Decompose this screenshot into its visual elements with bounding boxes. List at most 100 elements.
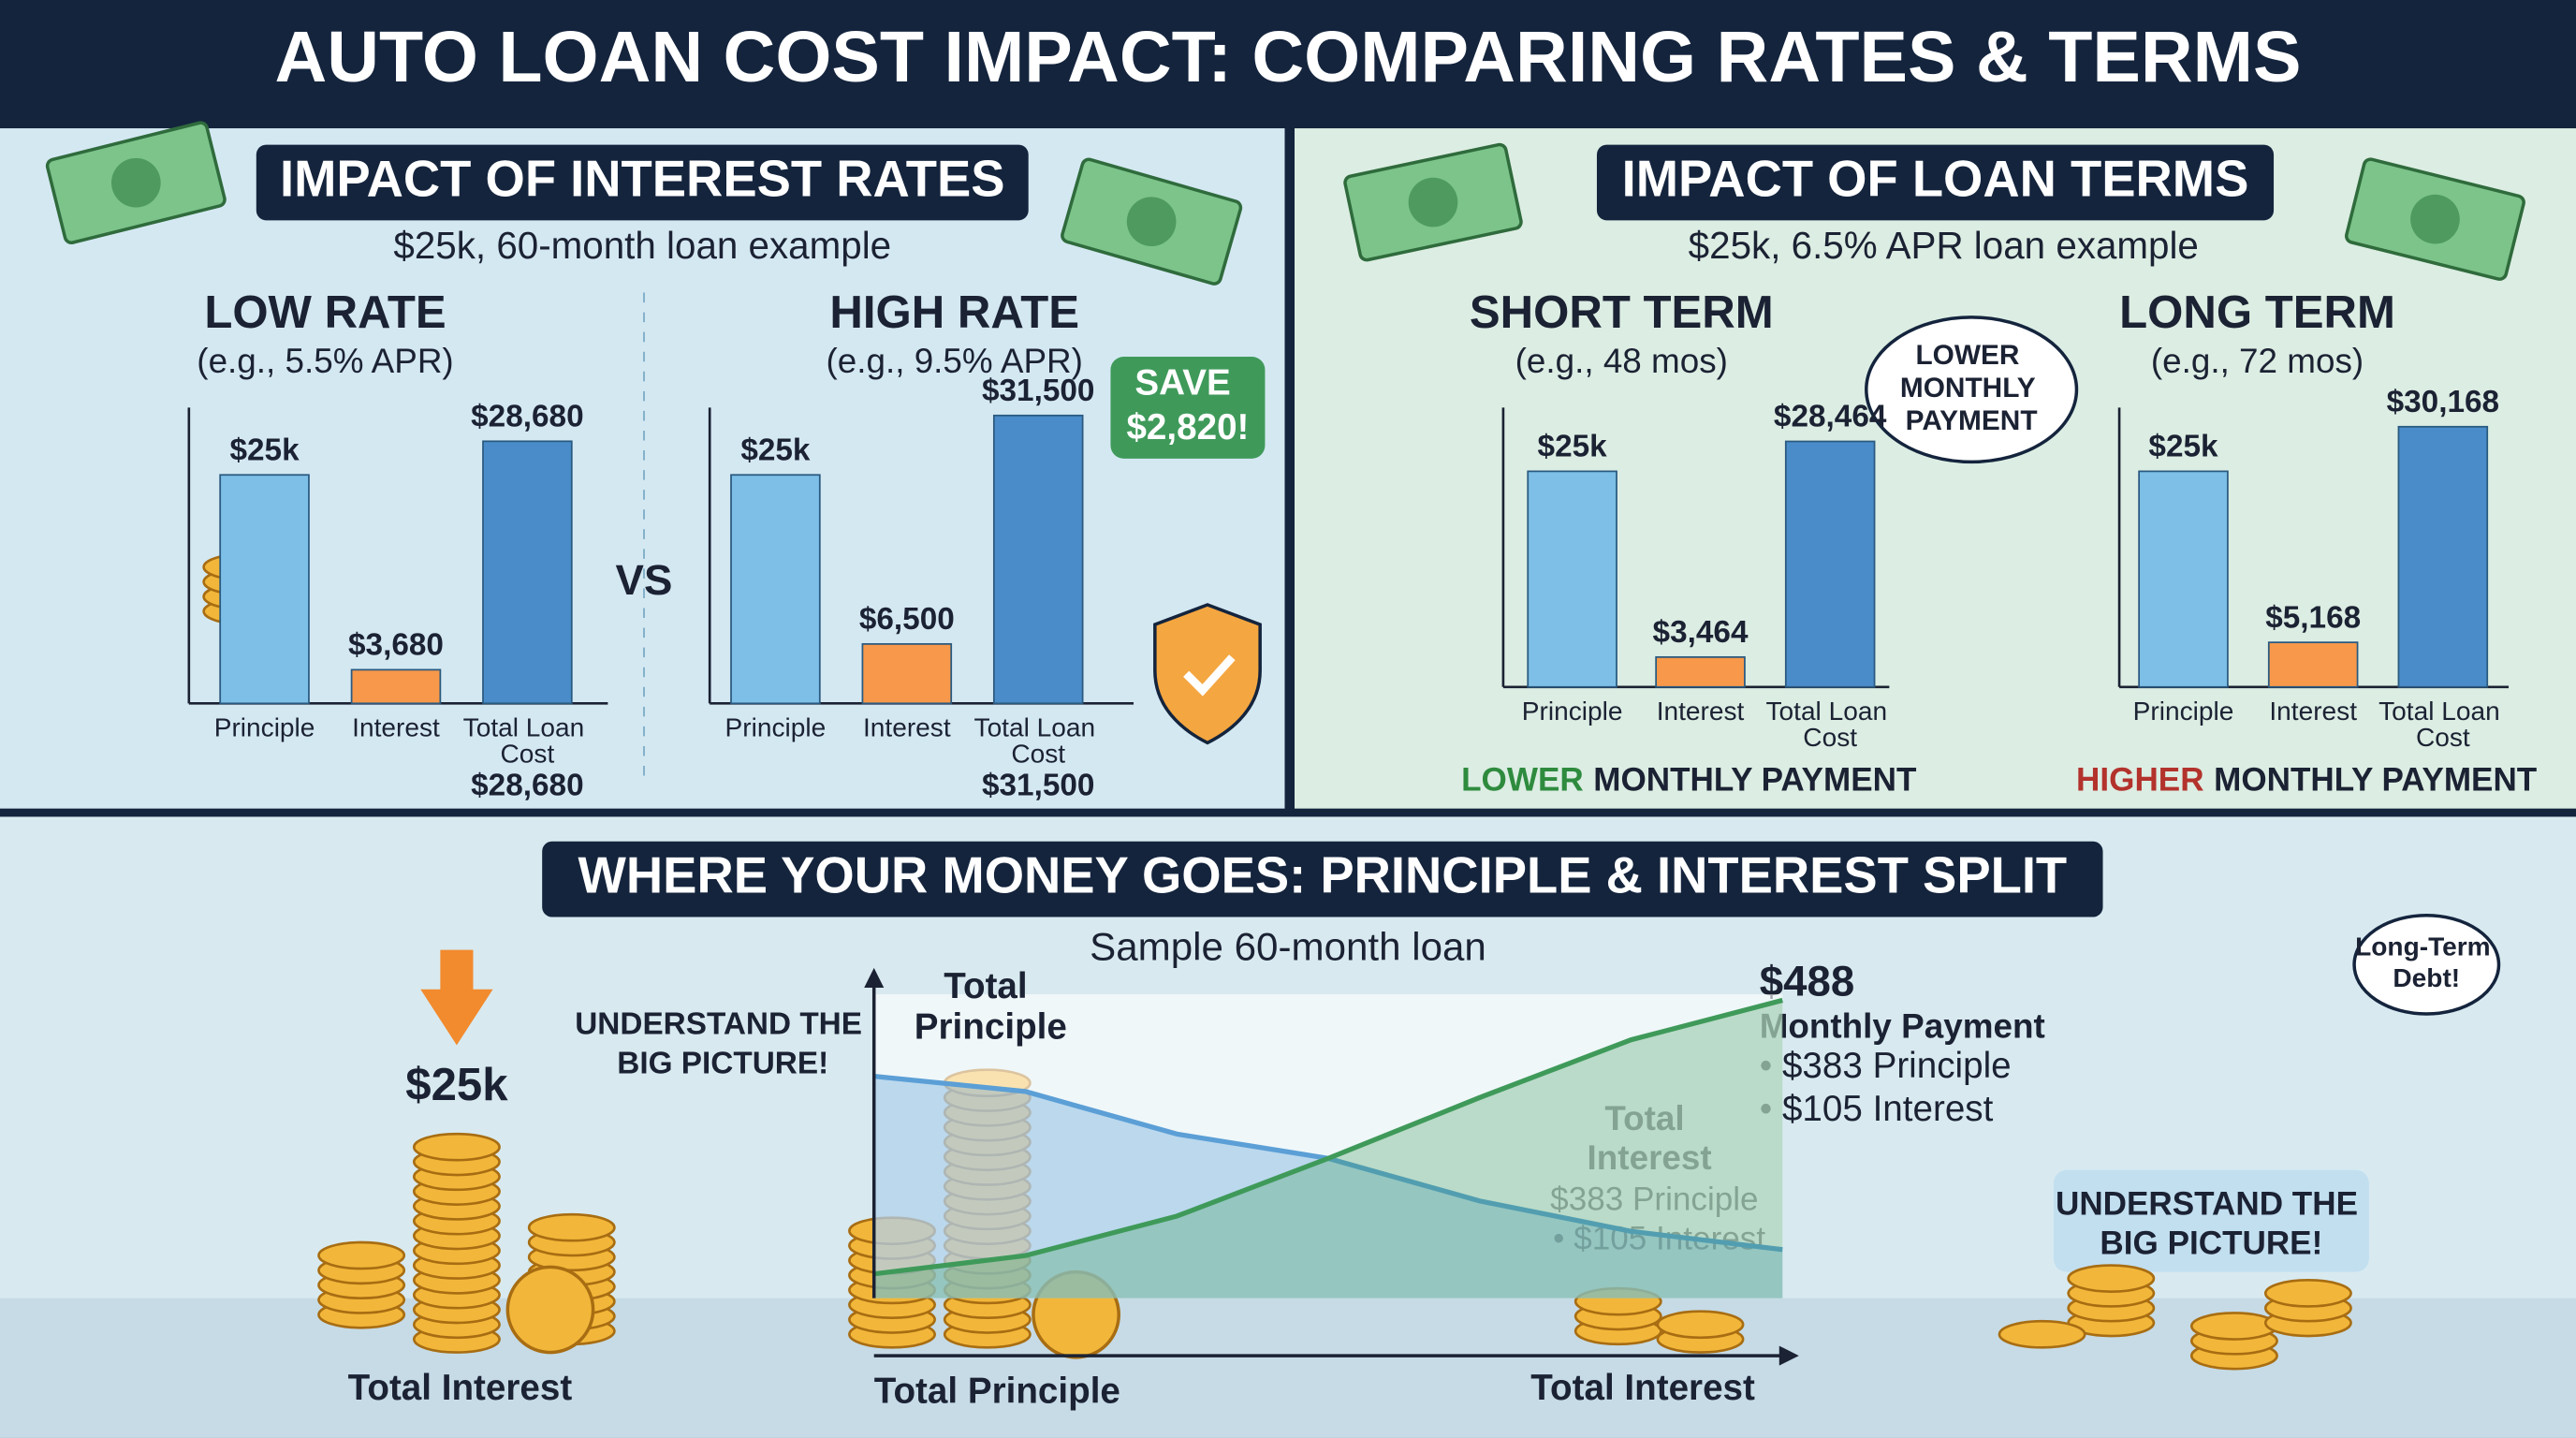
text-line: Cost: [2416, 723, 2470, 752]
chart-subtitle: (e.g., 9.5% APR): [827, 342, 1083, 380]
series-label: Total Principle: [915, 966, 1067, 1048]
section-heading: IMPACT OF LOAN TERMS: [1622, 150, 2249, 207]
text-line: Long-Term: [2355, 932, 2497, 961]
axis-arrow: [864, 967, 885, 988]
coin-label: Total Interest: [348, 1368, 573, 1408]
heading-pill: [1596, 144, 2275, 221]
text-line: Interest: [2269, 697, 2357, 726]
text-line: Cost: [1803, 723, 1857, 752]
bar: [1655, 655, 1746, 688]
speech-bubble: [2352, 913, 2501, 1016]
chart-title: LOW RATE: [204, 287, 446, 338]
category-label: Interest: [352, 713, 440, 742]
category-label: Interest: [2269, 697, 2357, 726]
bar: [219, 474, 310, 705]
coin: [1656, 1310, 1745, 1340]
bar: [350, 668, 442, 705]
speech-bubble-text: LOWER MONTHLY PAYMENT: [1900, 340, 2042, 436]
text-line: Principle: [214, 713, 315, 742]
chart-subtitle: (e.g., 5.5% APR): [197, 342, 453, 380]
text-line: BIG PICTURE!: [617, 1046, 828, 1080]
text-line: UNDERSTAND THE: [575, 1006, 871, 1041]
value-label: $25k: [740, 433, 811, 467]
text-line: BIG PICTURE!: [2100, 1225, 2322, 1262]
category-label: Total Loan Cost: [1765, 697, 1894, 752]
text-line: Debt!: [2393, 963, 2460, 992]
axis-arrow: [1778, 1345, 1799, 1366]
footer-note: $31,500: [982, 769, 1094, 803]
vs-label: VS: [616, 556, 673, 604]
value-label: $3,680: [348, 628, 444, 663]
page-title: AUTO LOAN COST IMPACT: COMPARING RATES &…: [275, 17, 2302, 97]
value-label: $28,680: [471, 400, 583, 434]
text-line: Principle: [2133, 697, 2234, 726]
section-heading: IMPACT OF INTEREST RATES: [280, 150, 1005, 207]
chart-subtitle: (e.g., 48 mos): [1515, 342, 1728, 380]
coin: [412, 1132, 501, 1162]
text-line: Interest: [1657, 697, 1745, 726]
payment-line: • $105 Interest: [1760, 1089, 1994, 1129]
bar: [2397, 425, 2489, 688]
area-fill: [873, 1076, 1783, 1299]
bar: [861, 642, 953, 705]
money-bill: [45, 121, 227, 244]
category-label: Interest: [863, 713, 951, 742]
plot-area: [873, 993, 1783, 1299]
text-line: Total Loan: [1765, 697, 1894, 726]
category-label: Principle: [214, 713, 315, 742]
value-label: $5,168: [2265, 600, 2361, 635]
coin: [505, 1265, 595, 1355]
text-line: LOWER: [1915, 340, 2027, 371]
coin: [2189, 1312, 2278, 1341]
coin: [317, 1240, 406, 1270]
value-label: $25k: [1538, 430, 1608, 464]
coin: [527, 1212, 616, 1242]
axis-label: Total Interest: [1530, 1368, 1755, 1408]
area-fill: [873, 1000, 1783, 1299]
value-label: $25k: [2148, 430, 2218, 464]
chart-subtitle: (e.g., 72 mos): [2151, 342, 2364, 380]
speech-bubble: [1865, 315, 2079, 464]
value-label: $3,464: [1653, 615, 1749, 650]
text-line: Total Loan: [974, 713, 1103, 742]
coin: [2263, 1279, 2352, 1308]
payment-line: • $383 Principle: [1760, 1046, 2012, 1086]
chart-title: LONG TERM: [2119, 287, 2395, 338]
text-line: Total Loan: [2378, 697, 2507, 726]
section-subheading: $25k, 6.5% APR loan example: [1689, 224, 2199, 267]
text-line: Total Loan: [463, 713, 592, 742]
check-icon: [1183, 654, 1236, 697]
category-label: Total Loan Cost: [974, 713, 1103, 769]
bar: [1784, 440, 1876, 688]
value-label: $30,168: [2387, 385, 2499, 419]
text-line: MONTHLY: [1900, 373, 2042, 404]
value-label: $6,500: [859, 602, 955, 637]
heading-pill: [256, 144, 1029, 221]
bar: [2138, 470, 2229, 688]
chart-title: SHORT TERM: [1470, 287, 1774, 338]
money-bill: [1343, 142, 1523, 262]
down-arrow: [420, 949, 493, 1046]
coin: [2067, 1264, 2156, 1293]
bar: [1527, 470, 1617, 688]
category-label: Principle: [725, 713, 827, 742]
footer-note: $28,680: [471, 769, 583, 803]
footer-highlight: LOWER: [1461, 762, 1584, 799]
heading-pill: [542, 841, 2103, 917]
bar: [2267, 641, 2359, 688]
text-line: UNDERSTAND THE: [2056, 1186, 2367, 1223]
text-line: Cost: [501, 740, 555, 769]
footer-highlight: HIGHER: [2076, 762, 2203, 799]
category-label: Total Loan Cost: [463, 713, 592, 769]
callout-box: [2053, 1169, 2369, 1272]
category-label: Interest: [1657, 697, 1745, 726]
bar: [730, 474, 821, 705]
text-line: Cost: [1011, 740, 1065, 769]
axis-label: Total Principle: [874, 1372, 1120, 1412]
category-label: Principle: [2133, 697, 2234, 726]
coin: [1998, 1319, 2086, 1349]
text-line: Principle: [915, 1007, 1067, 1048]
payment-label: Monthly Payment: [1760, 1007, 2045, 1046]
